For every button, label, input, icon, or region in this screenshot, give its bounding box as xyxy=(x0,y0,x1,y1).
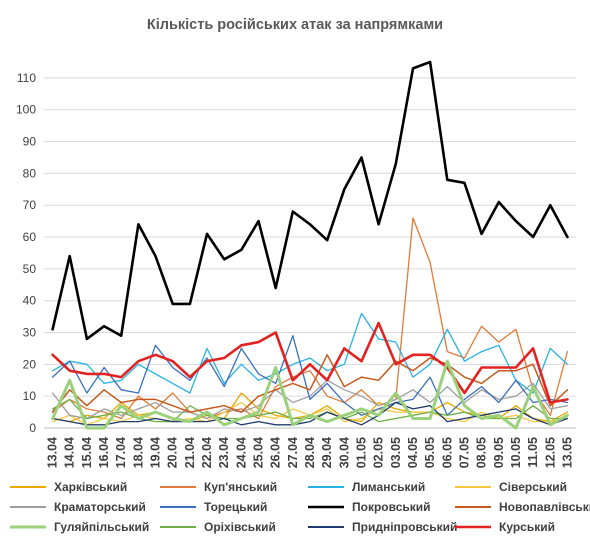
x-tick-label: 25.04 xyxy=(252,437,266,468)
y-tick-label: 70 xyxy=(23,198,37,212)
series-line xyxy=(51,217,569,420)
x-tick-label: 04.05 xyxy=(406,437,420,468)
x-tick-label: 17.04 xyxy=(114,437,128,468)
series-line xyxy=(51,401,569,426)
series-lines xyxy=(51,60,569,430)
x-tick-label: 27.04 xyxy=(286,437,300,468)
x-tick-label: 14.04 xyxy=(63,437,77,468)
series-line xyxy=(51,60,569,341)
x-tick-label: 07.05 xyxy=(457,437,471,468)
x-tick-label: 24.04 xyxy=(234,437,248,468)
series-line xyxy=(51,312,569,394)
legend-label: Новопавлівський xyxy=(499,500,590,514)
x-tick-label: 02.05 xyxy=(372,437,386,468)
legend-label: Оріхівський xyxy=(204,520,276,534)
x-tick-label: 05.05 xyxy=(423,437,437,468)
y-tick-label: 80 xyxy=(23,166,37,180)
x-tick-label: 28.04 xyxy=(303,437,317,468)
x-tick-label: 22.04 xyxy=(200,437,214,468)
x-tick-label: 11.05 xyxy=(526,437,540,468)
legend-label: Сіверський xyxy=(499,480,567,494)
x-tick-label: 08.05 xyxy=(475,437,489,468)
y-tick-label: 90 xyxy=(23,135,37,149)
y-tick-label: 60 xyxy=(23,230,37,244)
y-tick-label: 50 xyxy=(23,262,37,276)
legend-label: Придніпровський xyxy=(352,520,457,534)
x-tick-label: 16.04 xyxy=(97,437,111,468)
x-tick-label: 13.05 xyxy=(560,437,574,468)
y-tick-label: 100 xyxy=(16,103,36,117)
x-tick-label: 18.04 xyxy=(131,437,145,468)
x-tick-label: 13.04 xyxy=(46,437,60,468)
x-tick-label: 19.04 xyxy=(149,437,163,468)
y-tick-label: 40 xyxy=(23,294,37,308)
x-tick-label: 10.05 xyxy=(509,437,523,468)
legend-label: Торецький xyxy=(204,500,267,514)
series-line xyxy=(51,354,569,413)
legend-label: Курський xyxy=(499,520,555,534)
x-tick-label: 29.04 xyxy=(320,437,334,468)
legend: Харківський Куп'янський Лиманський Сіверськ… xyxy=(10,480,590,534)
series-line xyxy=(51,335,569,416)
x-tick-label: 21.04 xyxy=(183,437,197,468)
y-tick-label: 110 xyxy=(17,71,36,85)
x-tick-label: 12.05 xyxy=(543,437,557,468)
x-tick-label: 09.05 xyxy=(492,437,506,468)
legend-label: Краматорський xyxy=(54,500,146,514)
y-tick-label: 10 xyxy=(23,389,37,403)
chart-title: Кількість російських атак за напрямками xyxy=(147,17,443,33)
y-tick-label: 0 xyxy=(29,421,36,435)
x-tick-label: 30.04 xyxy=(337,437,351,468)
series-line xyxy=(51,359,569,430)
axes: 0 10 20 30 40 50 60 70 80 90 100 110 13.04 14.04 15.04… xyxy=(16,71,576,468)
x-tick-label: 06.05 xyxy=(440,437,454,468)
legend-label: Лиманський xyxy=(352,480,425,494)
x-tick-label: 03.05 xyxy=(389,437,403,468)
x-tick-label: 01.05 xyxy=(354,437,368,468)
x-tick-label: 23.04 xyxy=(217,437,231,468)
legend-label: Покровський xyxy=(352,500,431,514)
y-tick-label: 20 xyxy=(23,357,37,371)
x-tick-label: 15.04 xyxy=(80,437,94,468)
legend-label: Харківський xyxy=(54,480,127,494)
legend-label: Гуляйпільський xyxy=(54,520,149,534)
y-tick-label: 30 xyxy=(23,326,37,340)
series-line xyxy=(51,379,569,420)
x-tick-label: 26.04 xyxy=(269,437,283,468)
series-line xyxy=(51,321,569,404)
x-tick-label: 20.04 xyxy=(166,437,180,468)
legend-label: Куп'янський xyxy=(204,480,277,494)
